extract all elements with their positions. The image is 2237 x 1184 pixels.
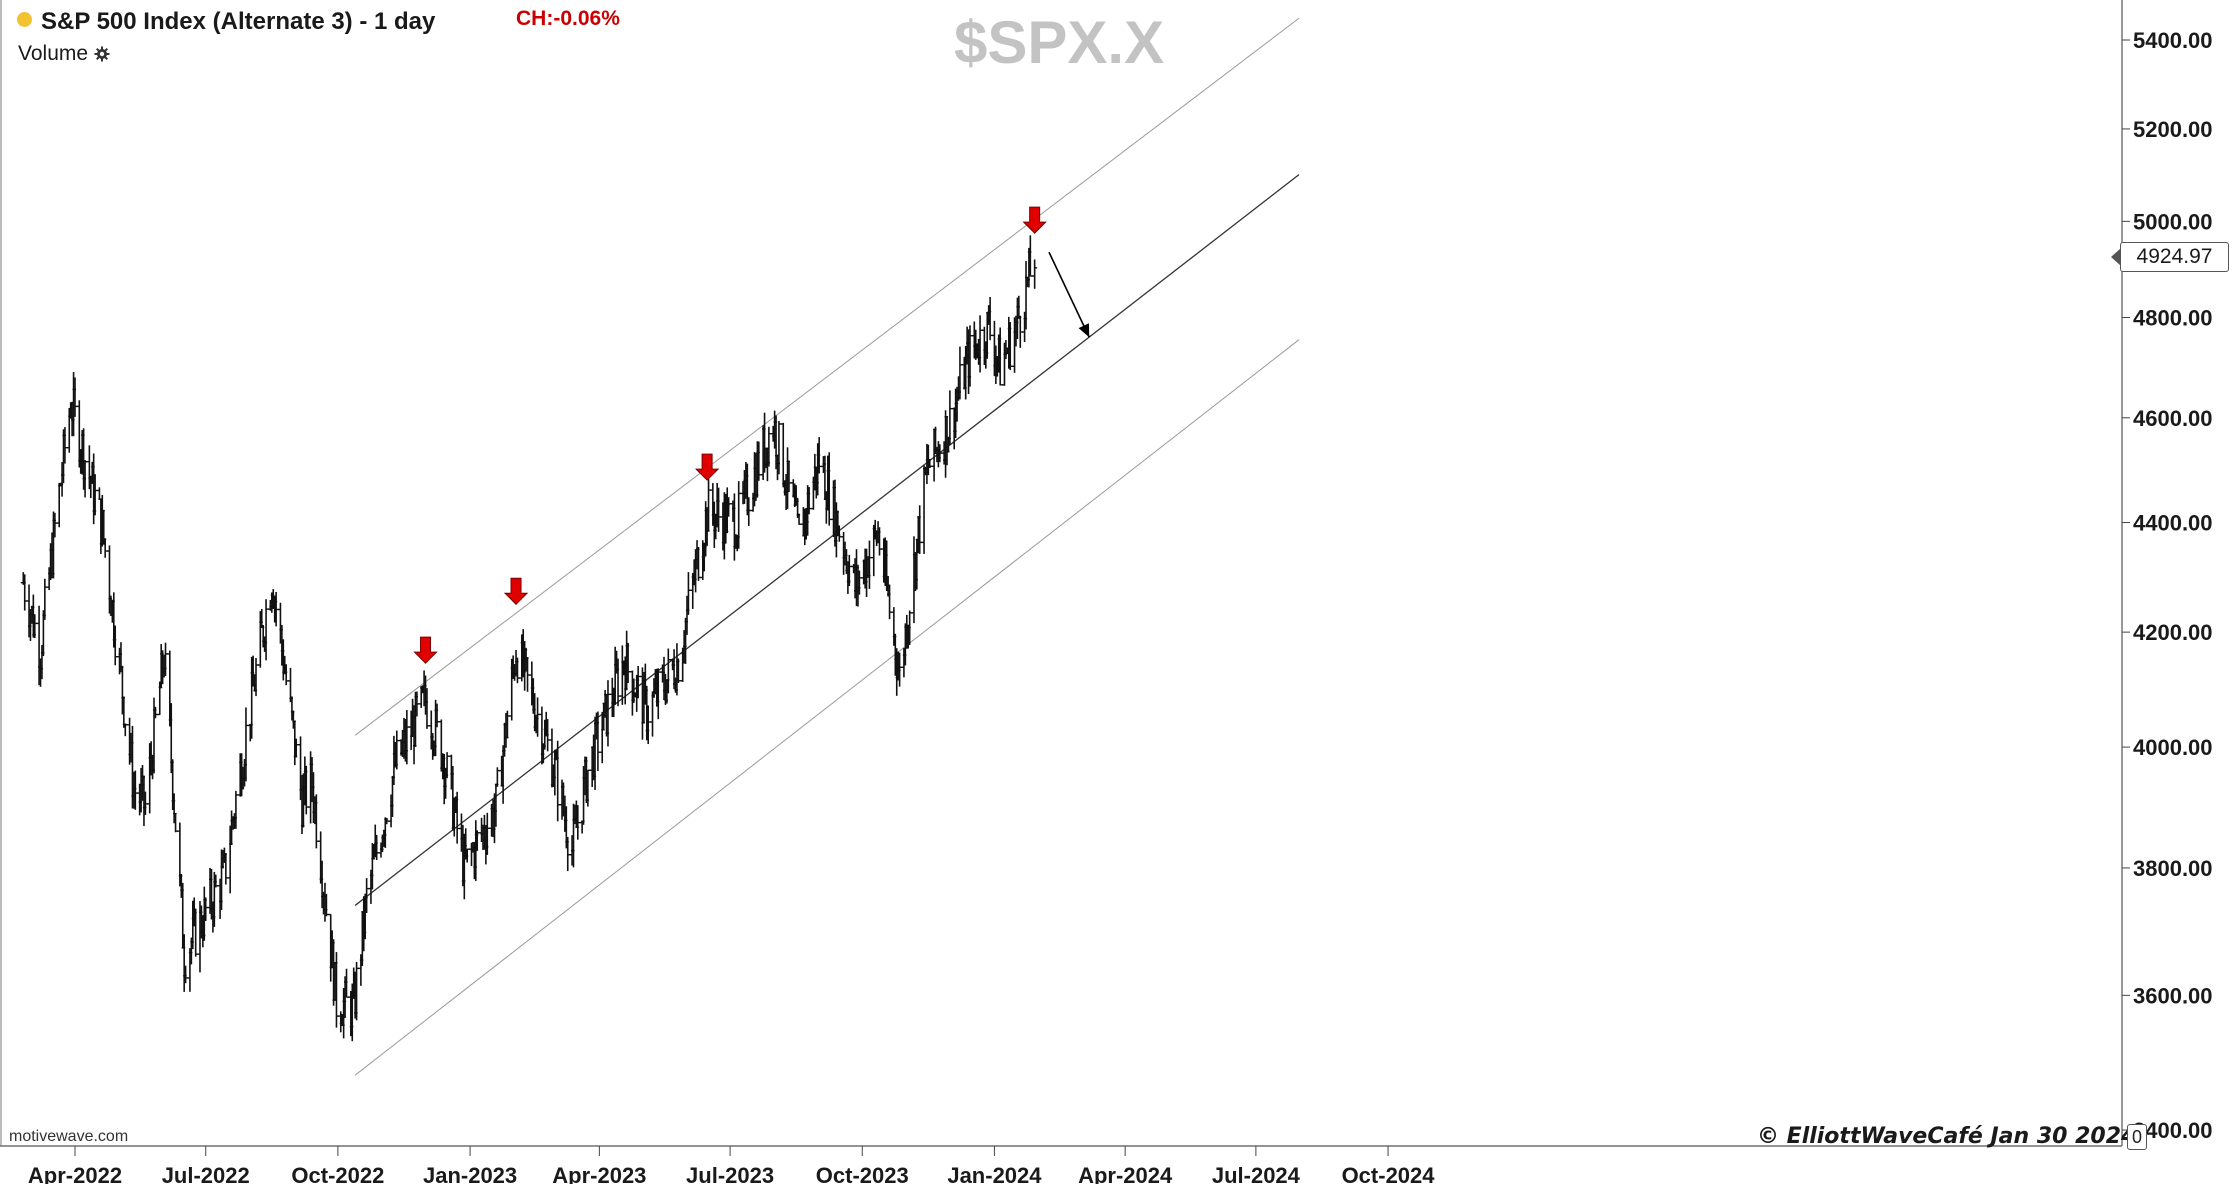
y-tick-label: 3800.00 (2133, 856, 2213, 881)
x-tick-label: Jan-2023 (423, 1163, 517, 1184)
y-tick-label: 5000.00 (2133, 209, 2213, 234)
copyright-label: © ElliottWaveCafé Jan 30 2024 (1757, 1124, 2137, 1149)
y-tick-label: 4400.00 (2133, 511, 2213, 536)
y-tick-label: 4600.00 (2133, 406, 2213, 431)
x-tick-label: Jul-2022 (162, 1163, 250, 1184)
y-tick-label: 4800.00 (2133, 306, 2213, 331)
x-tick-label: Oct-2024 (1342, 1163, 1436, 1184)
y-axis: 3400.003600.003800.004000.004200.004400.… (2122, 28, 2213, 1143)
channel-line-lower (354, 339, 1300, 1076)
chart-frame (0, 0, 2123, 1147)
y-tick-label: 4000.00 (2133, 735, 2213, 760)
channel-line-middle (354, 174, 1300, 906)
channel-line-upper (354, 17, 1300, 736)
x-tick-label: Apr-2024 (1078, 1163, 1173, 1184)
annotation-arrows (413, 206, 1090, 664)
zero-badge: 0 (2127, 1124, 2147, 1150)
ohlc-bar (1032, 259, 1038, 289)
x-tick-label: Jul-2024 (1212, 1163, 1301, 1184)
x-tick-label: Jul-2023 (686, 1163, 774, 1184)
gear-icon[interactable] (94, 46, 110, 62)
x-tick-label: Apr-2022 (28, 1163, 122, 1184)
red-down-arrow-icon (413, 636, 438, 664)
red-down-arrow-icon (503, 577, 529, 605)
status-dot-icon (17, 12, 32, 27)
projection-arrow-icon (1048, 251, 1090, 338)
y-tick-label: 3600.00 (2133, 983, 2213, 1008)
projection-arrow-head (1078, 323, 1090, 338)
x-tick-label: Oct-2022 (291, 1163, 384, 1184)
channel-lines (354, 17, 1300, 1076)
y-tick-label: 5400.00 (2133, 28, 2213, 53)
change-label: CH:-0.06% (516, 7, 620, 30)
chart-title: S&P 500 Index (Alternate 3) - 1 day (41, 8, 436, 35)
symbol-watermark: $SPX.X (954, 9, 1165, 76)
volume-label: Volume (18, 42, 89, 65)
red-down-arrow-icon (694, 453, 720, 481)
x-axis: Apr-2022 Jul-2022 Oct-2022 Jan-2023 Apr-2023… (28, 1146, 1435, 1184)
price-badge-pointer (2111, 248, 2121, 266)
y-tick-label: 5200.00 (2133, 117, 2213, 142)
projection-arrow-shaft (1048, 251, 1090, 338)
y-tick-label: 4200.00 (2133, 620, 2213, 645)
source-label: motivewave.com (9, 1128, 129, 1145)
last-price-badge: 4924.97 (2120, 242, 2229, 272)
volume-indicator[interactable]: Volume (18, 42, 110, 66)
x-tick-label: Jan-2024 (947, 1163, 1042, 1184)
x-tick-label: Apr-2023 (552, 1163, 646, 1184)
x-tick-label: Oct-2023 (816, 1163, 909, 1184)
ohlc-bars (20, 235, 1038, 1042)
red-down-arrow-icon (1022, 206, 1047, 234)
